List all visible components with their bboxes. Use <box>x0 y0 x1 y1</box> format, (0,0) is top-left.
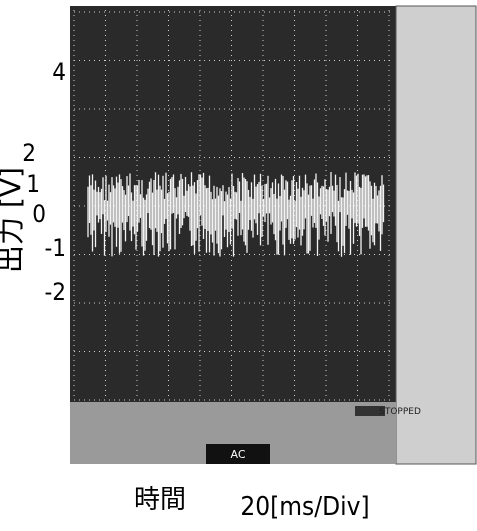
y-tick-label: -2 <box>44 278 66 306</box>
status-label: STOPPED <box>379 407 421 417</box>
status-box <box>355 406 385 416</box>
y-tick-label: 2 <box>22 139 36 167</box>
y-tick-label: 1 <box>26 170 40 198</box>
y-axis-label: 出力 [V] <box>0 167 27 273</box>
x-axis-label: 時間 <box>134 485 186 515</box>
y-tick-label: 0 <box>32 200 46 228</box>
menu-selected <box>206 444 270 464</box>
side-panel <box>395 5 477 465</box>
waveform <box>87 172 385 257</box>
y-tick-label: -1 <box>44 234 66 262</box>
x-scale-label: 20[ms/Div] <box>240 492 369 522</box>
y-tick-label: 4 <box>52 58 66 86</box>
coupling-label: AC <box>230 448 245 461</box>
